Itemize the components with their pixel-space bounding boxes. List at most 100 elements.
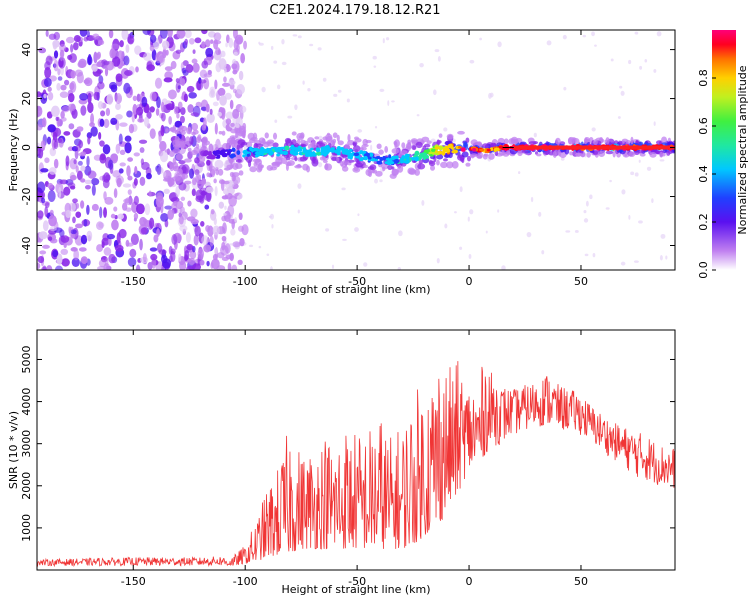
colorbar-label: Normalized spectral amplitude [736, 65, 749, 234]
spectrogram-panel: -150 -100 -50 0 50 -40 -20 0 20 40 Height of stra… [7, 29, 676, 296]
noise-speckle [620, 261, 626, 266]
noise-speckle [653, 68, 657, 73]
noise-blob [143, 116, 150, 127]
ridge-halo-blob [470, 139, 478, 146]
noise-speckle [397, 266, 401, 270]
noise-blob [188, 168, 195, 179]
noise-blob [149, 106, 155, 113]
noise-blob [206, 113, 215, 124]
noise-blob [203, 77, 210, 90]
ridge-core-blob [375, 156, 381, 160]
noise-speckle [639, 65, 643, 70]
noise-blob [142, 52, 152, 61]
noise-speckle [436, 257, 440, 264]
ridge-halo-blob [314, 136, 320, 140]
noise-blob [184, 30, 192, 39]
noise-blob [207, 225, 214, 237]
noise-blob [60, 235, 70, 243]
snr-frame [36, 329, 676, 571]
spectrogram-axis-ticks: -150 -100 -50 0 50 -40 -20 0 20 40 [20, 30, 675, 288]
noise-blob [108, 159, 114, 170]
ridge-halo-blob [605, 150, 614, 155]
ridge-peak-cell [572, 145, 578, 150]
noise-blob [213, 32, 222, 41]
ridge-halo-blob [230, 122, 235, 127]
noise-blob [133, 212, 139, 220]
noise-blob [199, 259, 205, 266]
ridge-core-blob [220, 150, 226, 155]
noise-speckle [485, 230, 488, 234]
noise-blob [95, 69, 103, 74]
ridge-core-blob [472, 147, 477, 152]
ridge-halo-blob [226, 137, 233, 146]
noise-blob [76, 144, 81, 152]
ridge-halo-blob [387, 164, 393, 170]
noise-blob [106, 93, 114, 105]
colorbar: 0.0 0.2 0.4 0.6 0.8 Normalized spectral ampl… [697, 30, 749, 279]
ridge-halo-blob [319, 143, 326, 147]
noise-blob [213, 39, 219, 50]
noise-blob [119, 122, 128, 127]
noise-speckle [501, 265, 506, 270]
noise-blob [194, 37, 202, 44]
noise-blob [37, 124, 43, 131]
snr-axis-ticks: -150 -100 -50 0 50 1000 2000 3000 4000 5000 [20, 330, 675, 588]
noise-blob [231, 264, 238, 270]
y-tick-label: 1000 [20, 514, 33, 542]
ridge-halo-blob [187, 126, 192, 134]
ridge-core-blob [294, 151, 299, 154]
noise-speckle [617, 116, 621, 119]
noise-speckle [223, 163, 227, 166]
noise-blob [209, 86, 216, 95]
ridge-halo-blob [421, 136, 430, 143]
ridge-halo-blob [294, 155, 298, 162]
colorbar-tick-label: 0.6 [697, 117, 710, 135]
noise-speckle [605, 207, 610, 210]
noise-blob [43, 77, 52, 88]
noise-blob [75, 211, 82, 218]
ridge-halo-blob [661, 136, 668, 144]
noise-speckle [317, 47, 322, 51]
ridge-core-blob [230, 153, 236, 157]
ridge-halo-blob [194, 157, 200, 164]
noise-blob [204, 204, 210, 210]
ridge-halo-blob [167, 175, 171, 180]
ridge-halo-blob [461, 151, 469, 158]
noise-blob [44, 206, 49, 218]
noise-blob [176, 30, 186, 39]
noise-blob [70, 229, 77, 235]
noise-speckle [628, 59, 632, 65]
x-tick-label: -150 [121, 275, 146, 288]
spectrogram-frame [36, 29, 676, 271]
ridge-halo-blob [232, 162, 239, 170]
noise-blob [161, 112, 166, 122]
ridge-halo-blob [428, 160, 436, 167]
noise-speckle [619, 85, 623, 89]
noise-speckle [497, 209, 500, 213]
ridge-core-blob [276, 153, 280, 157]
noise-blob [126, 110, 133, 118]
ridge-halo-blob [261, 138, 266, 145]
noise-blob [64, 79, 70, 86]
colorbar-tick-label: 0.4 [697, 165, 710, 183]
ridge-halo-blob [336, 157, 340, 162]
noise-blob [211, 258, 220, 270]
noise-blob [159, 30, 168, 39]
ridge-core-blob [242, 154, 246, 158]
ridge-core-blob [208, 150, 212, 156]
noise-blob [47, 190, 56, 203]
noise-blob [39, 190, 46, 200]
ridge-halo-blob [185, 136, 190, 144]
noise-speckle [454, 211, 457, 214]
noise-blob [73, 35, 81, 43]
ridge-halo-blob [436, 154, 444, 160]
noise-blob [225, 111, 234, 120]
noise-blob [52, 40, 60, 48]
ridge-halo-blob [586, 151, 591, 158]
noise-speckle [273, 60, 278, 64]
noise-blob [103, 207, 107, 218]
ridge-core-blob [290, 150, 295, 155]
noise-blob [92, 33, 100, 39]
noise-speckle [434, 49, 440, 53]
ridge-halo-blob [344, 143, 350, 150]
